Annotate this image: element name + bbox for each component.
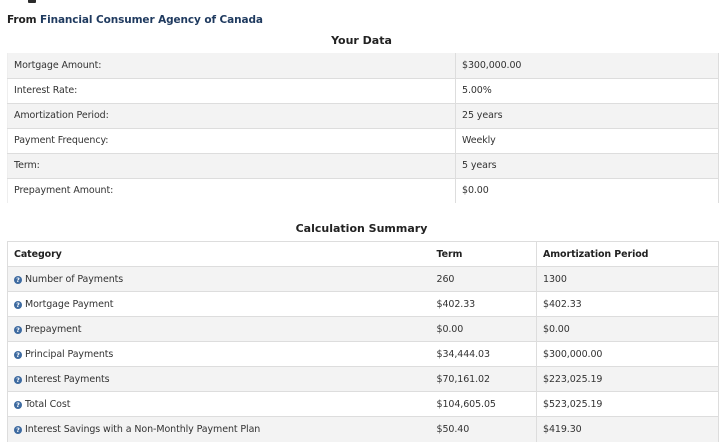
amortization-cell: $0.00 [536,316,719,342]
table-row: Amortization Period: 25 years [7,103,719,128]
amortization-cell: $223,025.19 [536,366,719,392]
amortization-cell: $523,025.19 [536,391,719,417]
amortization-cell: $402.33 [536,291,719,317]
category-label: Prepayment [25,323,82,335]
term-value: 5 years [455,153,719,178]
your-data-table: Mortgage Amount: $300,000.00 Interest Ra… [7,53,719,203]
table-row: ? Mortgage Payment $402.33 $402.33 [7,291,719,317]
help-icon[interactable]: ? [14,375,22,384]
table-row: ? Interest Payments $70,161.02 $223,025.1… [7,366,719,392]
help-icon[interactable]: ? [14,425,22,434]
table-row: Payment Frequency: Weekly [7,128,719,153]
table-row: ? Number of Payments 260 1300 [7,266,719,292]
term-cell: 260 [436,273,455,285]
table-row: Prepayment Amount: $0.00 [7,178,719,203]
prepayment-amount-label: Prepayment Amount: [14,185,114,197]
table-row: Mortgage Amount: $300,000.00 [7,53,719,78]
agency-link[interactable]: Financial Consumer Agency of Canada [40,14,263,26]
prepayment-amount-value: $0.00 [455,178,719,203]
category-label: Mortgage Payment [25,298,114,310]
category-cell: ? Total Cost [8,392,431,417]
interest-rate-label: Interest Rate: [14,85,78,96]
category-cell: ? Mortgage Payment [8,292,431,317]
amortization-cell: $300,000.00 [536,341,719,367]
category-label: Interest Savings with a Non-Monthly Paym… [25,423,261,435]
help-icon[interactable]: ? [14,275,22,284]
term-cell: $402.33 [436,298,476,310]
term-cell: $50.40 [436,423,470,435]
amortization-cell: $419.30 [536,416,719,442]
table-row: Term: 5 years [7,153,719,178]
category-cell: ? Number of Payments [8,267,431,292]
help-icon[interactable]: ? [14,400,22,409]
term-cell: $0.00 [436,323,464,335]
your-data-title: Your Data [331,34,392,47]
term-cell: $70,161.02 [436,373,491,385]
table-row: ? Prepayment $0.00 $0.00 [7,316,719,342]
term-label: Term: [14,160,40,171]
payment-frequency-value: Weekly [455,128,719,153]
term-cell: $34,444.03 [436,348,491,360]
source-prefix: From [7,14,37,26]
print-icon[interactable] [28,0,36,3]
mortgage-amount-value: $300,000.00 [455,53,719,78]
category-label: Principal Payments [25,348,114,360]
category-label: Number of Payments [25,273,124,285]
amortization-cell: 1300 [536,266,719,292]
interest-rate-value: 5.00% [455,78,719,103]
term-cell: $104,605.05 [436,398,496,410]
category-cell: ? Interest Payments [8,367,431,392]
category-cell: ? Prepayment [8,317,431,342]
source-attribution: From Financial Consumer Agency of Canada [7,14,263,26]
category-header: Category [7,241,431,267]
table-row: ? Total Cost $104,605.05 $523,025.19 [7,391,719,417]
calculation-summary-table: Category Term Amortization Period ? Numbe… [7,241,719,442]
mortgage-amount-label: Mortgage Amount: [14,59,102,71]
category-label: Interest Payments [25,373,110,385]
category-cell: ? Principal Payments [8,342,431,367]
category-cell: ? Interest Savings with a Non-Monthly Pay… [8,417,431,442]
amortization-period-label: Amortization Period: [14,110,109,121]
payment-frequency-label: Payment Frequency: [14,135,109,146]
calculation-summary-title: Calculation Summary [295,222,428,235]
table-row: Interest Rate: 5.00% [7,78,719,103]
help-icon[interactable]: ? [14,350,22,359]
help-icon[interactable]: ? [14,325,22,334]
help-icon[interactable]: ? [14,300,22,309]
amortization-header: Amortization Period [536,241,719,267]
table-header-row: Category Term Amortization Period [7,241,719,267]
category-label: Total Cost [25,398,71,410]
table-row: ? Interest Savings with a Non-Monthly Pay… [7,416,719,442]
table-row: ? Principal Payments $34,444.03 $300,000.… [7,341,719,367]
term-header: Term [430,241,537,267]
amortization-period-value: 25 years [455,103,719,128]
